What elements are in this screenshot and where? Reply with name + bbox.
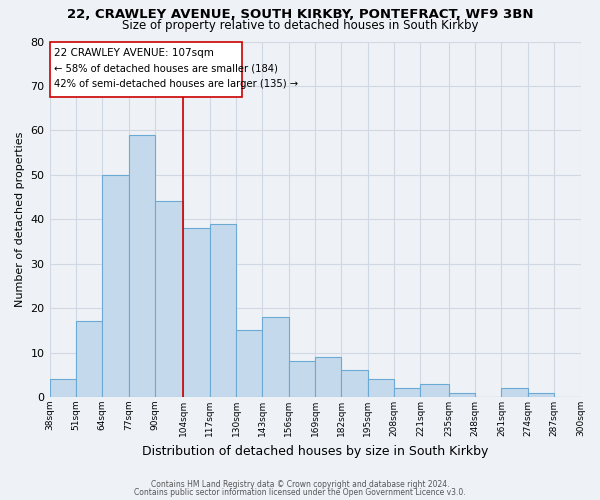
Bar bbox=[128, 135, 155, 397]
Bar bbox=[102, 175, 128, 397]
Bar bbox=[76, 322, 102, 397]
Bar bbox=[236, 330, 262, 397]
Text: Size of property relative to detached houses in South Kirkby: Size of property relative to detached ho… bbox=[122, 19, 478, 32]
Text: Contains public sector information licensed under the Open Government Licence v3: Contains public sector information licen… bbox=[134, 488, 466, 497]
Y-axis label: Number of detached properties: Number of detached properties bbox=[15, 132, 25, 307]
Bar bbox=[502, 388, 528, 397]
X-axis label: Distribution of detached houses by size in South Kirkby: Distribution of detached houses by size … bbox=[142, 444, 488, 458]
Text: 22 CRAWLEY AVENUE: 107sqm: 22 CRAWLEY AVENUE: 107sqm bbox=[53, 48, 214, 58]
Text: 22, CRAWLEY AVENUE, SOUTH KIRKBY, PONTEFRACT, WF9 3BN: 22, CRAWLEY AVENUE, SOUTH KIRKBY, PONTEF… bbox=[67, 8, 533, 20]
Bar bbox=[449, 392, 475, 397]
Text: ← 58% of detached houses are smaller (184): ← 58% of detached houses are smaller (18… bbox=[53, 64, 277, 74]
Bar bbox=[315, 357, 341, 397]
Bar bbox=[394, 388, 421, 397]
Bar bbox=[155, 202, 183, 397]
Bar bbox=[50, 379, 76, 397]
Text: Contains HM Land Registry data © Crown copyright and database right 2024.: Contains HM Land Registry data © Crown c… bbox=[151, 480, 449, 489]
Bar bbox=[289, 362, 315, 397]
Bar bbox=[209, 224, 236, 397]
FancyBboxPatch shape bbox=[50, 42, 242, 97]
Bar bbox=[183, 228, 209, 397]
Bar bbox=[368, 379, 394, 397]
Bar bbox=[421, 384, 449, 397]
Bar bbox=[262, 317, 289, 397]
Bar bbox=[528, 392, 554, 397]
Bar bbox=[341, 370, 368, 397]
Text: 42% of semi-detached houses are larger (135) →: 42% of semi-detached houses are larger (… bbox=[53, 80, 298, 90]
